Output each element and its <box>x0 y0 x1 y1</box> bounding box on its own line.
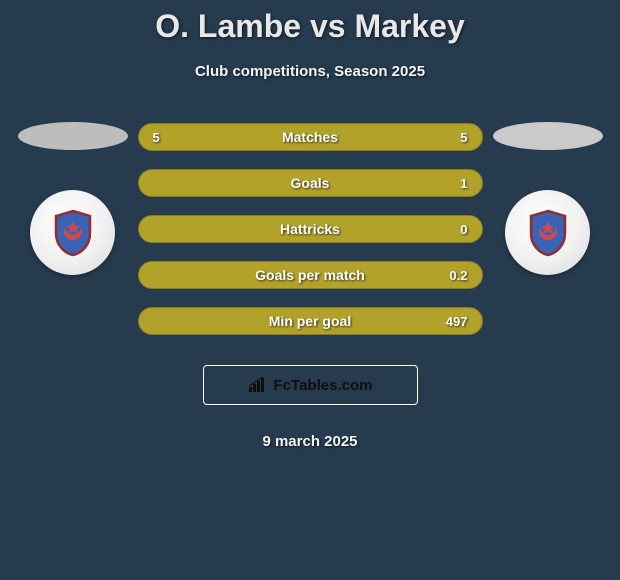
stat-label: Min per goal <box>269 313 351 329</box>
player-right-crest <box>505 190 590 275</box>
stats-column: 5 Matches 5 Goals 1 Hattricks 0 Goals pe… <box>138 123 483 335</box>
stat-row-min-per-goal: Min per goal 497 <box>138 307 483 335</box>
brand-box[interactable]: FcTables.com <box>203 365 418 405</box>
stat-row-hattricks: Hattricks 0 <box>138 215 483 243</box>
stat-right-value: 5 <box>460 130 467 145</box>
stat-label: Hattricks <box>280 221 340 237</box>
stat-right-value: 1 <box>460 176 467 191</box>
stat-right-value: 0.2 <box>449 268 467 283</box>
shield-icon <box>52 209 94 257</box>
player-left-crest <box>30 190 115 275</box>
date-text: 9 march 2025 <box>0 433 620 450</box>
stat-left-value: 5 <box>153 130 160 145</box>
page-subtitle: Club competitions, Season 2025 <box>0 63 620 80</box>
player-right-col <box>493 122 603 275</box>
stat-row-goals: Goals 1 <box>138 169 483 197</box>
comparison-card: O. Lambe vs Markey Club competitions, Se… <box>0 0 620 450</box>
stat-label: Matches <box>282 129 338 145</box>
player-right-name-pill <box>493 122 603 150</box>
stat-row-goals-per-match: Goals per match 0.2 <box>138 261 483 289</box>
stat-label: Goals per match <box>255 267 365 283</box>
shield-icon <box>527 209 569 257</box>
bar-chart-icon <box>248 377 268 393</box>
brand-text: FcTables.com <box>274 377 373 394</box>
stat-right-value: 497 <box>446 314 468 329</box>
stat-label: Goals <box>291 175 330 191</box>
stat-row-matches: 5 Matches 5 <box>138 123 483 151</box>
main-row: 5 Matches 5 Goals 1 Hattricks 0 Goals pe… <box>0 122 620 335</box>
stat-right-value: 0 <box>460 222 467 237</box>
player-left-col <box>18 122 128 275</box>
player-left-name-pill <box>18 122 128 150</box>
page-title: O. Lambe vs Markey <box>0 8 620 45</box>
